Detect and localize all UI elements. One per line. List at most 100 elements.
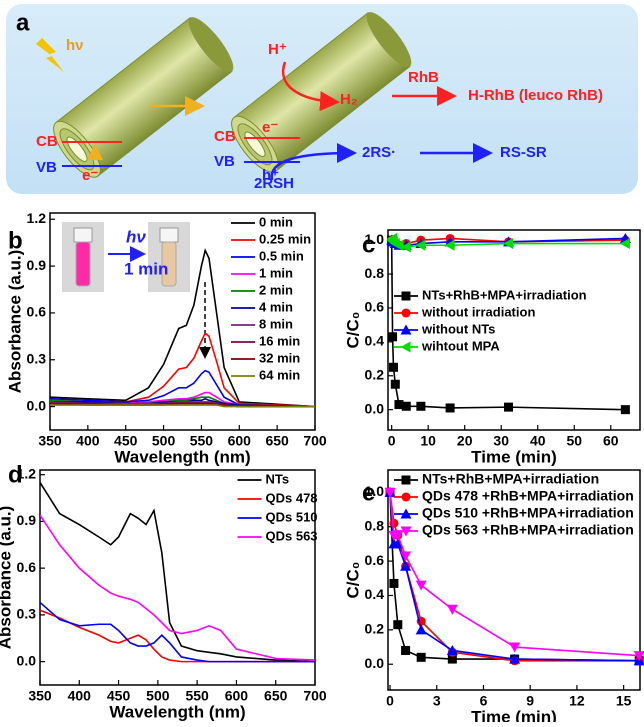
legend-marker <box>400 341 411 353</box>
x-tick-label: 9 <box>526 693 534 709</box>
series-line <box>50 404 315 408</box>
legend-label: QDs 478 +RhB+MPA+irradiation <box>422 488 634 504</box>
y-tick-label: 0.6 <box>17 559 37 575</box>
x-tick-label: 12 <box>569 693 585 709</box>
y-tick-label: 0.0 <box>365 400 385 416</box>
series-line <box>40 514 315 661</box>
cb-label: CB <box>214 128 236 145</box>
marker <box>394 400 404 410</box>
x-tick-label: 40 <box>530 433 546 449</box>
x-tick-label: 650 <box>264 688 288 704</box>
y-tick-label: 0.4 <box>365 333 385 349</box>
scheme: a hν CB VB e⁻ CB VB e⁻ h⁺ H⁺ H₂ RhB H-Rh… <box>6 4 638 194</box>
legend-marker <box>400 508 412 519</box>
legend-label: 0.5 min <box>259 248 304 263</box>
x-axis-title: Wavelength (nm) <box>114 447 250 466</box>
marker <box>389 518 399 528</box>
legend-label: 32 min <box>259 350 300 365</box>
x-tick-label: 0 <box>386 693 394 709</box>
legend-marker <box>400 324 412 335</box>
x-tick-label: 450 <box>114 433 138 449</box>
y-tick-label: 0.3 <box>17 606 37 622</box>
proton-label: H⁺ <box>268 41 287 58</box>
y-tick-label: 0.6 <box>365 552 385 568</box>
x-tick-label: 600 <box>228 433 252 449</box>
plot-frame <box>387 469 641 691</box>
radical-label: 2RS· <box>362 144 396 161</box>
y-tick-label: 0.4 <box>365 586 385 602</box>
y-axis-title: C/C₀ <box>343 562 362 599</box>
marker <box>504 402 514 412</box>
legend-label: without irradiation <box>421 304 535 319</box>
oxidation-arrow <box>270 143 357 181</box>
marker <box>393 620 403 630</box>
x-tick-label: 700 <box>303 688 327 704</box>
electron-label: e⁻ <box>82 167 98 184</box>
y-tick-label: 0.0 <box>27 397 47 413</box>
x-tick-label: 550 <box>190 433 214 449</box>
marker <box>401 401 411 411</box>
rhb-label: RhB <box>408 69 439 86</box>
x-tick-label: 60 <box>603 433 619 449</box>
legend-marker <box>401 475 411 485</box>
legend-label: without NTs <box>421 321 495 336</box>
legend-marker <box>401 308 411 318</box>
x-tick-label: 6 <box>480 693 488 709</box>
legend-label: NTs+RhB+MPA+irradiation <box>422 471 599 487</box>
y-axis-title: Absorbance (a.u.) <box>5 250 24 394</box>
x-tick-label: 15 <box>616 693 632 709</box>
marker <box>446 604 458 615</box>
plot-frame <box>39 469 316 686</box>
x-tick-label: 400 <box>76 433 100 449</box>
marker <box>415 239 426 251</box>
y-tick-label: 0.8 <box>365 265 385 281</box>
x-tick-label: 650 <box>265 433 289 449</box>
x-tick-label: 450 <box>107 688 131 704</box>
hydrogen-label: H₂ <box>340 91 358 108</box>
x-tick-label: 600 <box>225 688 249 704</box>
disulfide-label: RS-SR <box>500 144 547 161</box>
legend-label: wihtout MPA <box>421 338 500 353</box>
marker <box>444 239 455 251</box>
x-tick-label: 20 <box>457 433 473 449</box>
nanotube <box>53 17 234 178</box>
marker <box>400 241 411 253</box>
legend-label: 0.25 min <box>259 231 311 246</box>
y-tick-label: 0.3 <box>27 350 47 366</box>
y-tick-label: 0.2 <box>365 621 385 637</box>
marker <box>392 538 404 549</box>
x-tick-label: 10 <box>420 433 436 449</box>
marker <box>416 401 426 411</box>
x-tick-label: 350 <box>38 433 62 449</box>
series-line <box>50 248 315 408</box>
panel-label: d <box>8 461 23 488</box>
y-tick-label: 0.0 <box>17 652 37 668</box>
marker <box>447 654 457 664</box>
marker <box>445 403 455 413</box>
series-line <box>50 331 315 408</box>
y-tick-label: 0.6 <box>27 304 47 320</box>
legend-label: 1 min <box>259 265 293 280</box>
x-tick-label: 500 <box>146 688 170 704</box>
legend-label: 0 min <box>259 214 293 229</box>
y-tick-label: 1.2 <box>17 465 37 481</box>
marker <box>503 238 514 250</box>
legend-label: 2 min <box>259 282 293 297</box>
legend-label: QDs 478 <box>266 490 318 505</box>
legend-label: 4 min <box>259 299 293 314</box>
x-tick-label: 0 <box>388 433 396 449</box>
lightning-icon <box>36 38 64 72</box>
annotation: hν <box>126 227 146 246</box>
plot-frame <box>49 212 316 431</box>
marker <box>415 580 427 591</box>
marker <box>633 651 644 662</box>
legend-label: QDs 563 +RhB+MPA+irradiation <box>422 522 634 538</box>
inset-photo <box>62 222 211 359</box>
vb-label: VB <box>214 153 235 170</box>
marker <box>415 624 427 635</box>
marker <box>390 379 400 389</box>
marker <box>400 551 412 562</box>
y-tick-label: 0.9 <box>27 257 47 273</box>
plot-frame <box>387 229 641 431</box>
legend-label: 8 min <box>259 316 293 331</box>
